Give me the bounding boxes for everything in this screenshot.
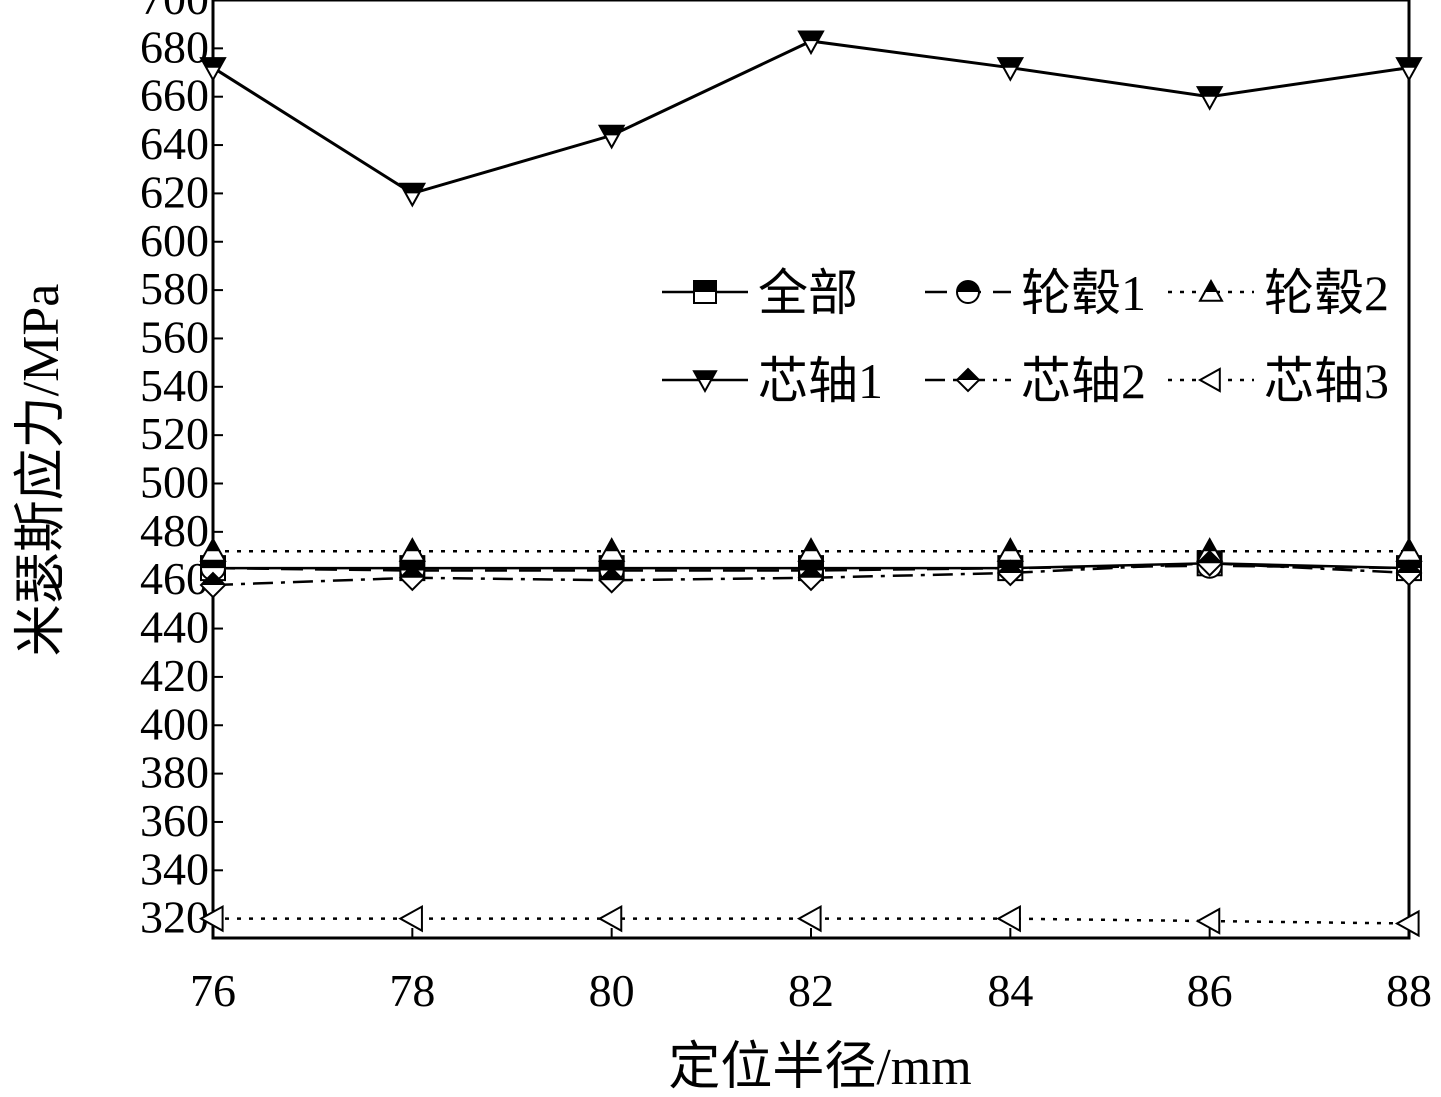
x-tick-label: 78 [389,965,435,1016]
marker-triangle-left [398,904,423,933]
marker-triangle-down-fill [599,125,624,136]
x-tick-label: 88 [1386,965,1432,1016]
marker-triangle-down-fill [400,183,425,194]
marker-triangle-left [1197,367,1221,393]
plot-frame [211,0,1411,940]
x-tick-label: 82 [788,965,834,1016]
legend-label: 芯轴1 [758,353,883,409]
y-tick-label: 580 [140,263,209,314]
marker-triangle-left [198,904,224,933]
series-layer [198,30,1423,938]
legend-item: 芯轴2 [925,353,1146,409]
y-tick-label: 420 [140,650,209,701]
y-axis: 3203403603804004204404604805005205405605… [140,0,223,943]
legend-item: 轮毂2 [1168,265,1389,321]
legend-label: 轮毂2 [1264,265,1389,321]
y-tick-label: 400 [140,698,209,749]
marker-triangle-up-fill [405,539,419,552]
x-tick-label: 80 [589,965,635,1016]
marker-diamond-fill [400,565,425,578]
legend-item: 芯轴1 [662,353,883,409]
marker-triangle-left [1195,907,1221,935]
y-tick-label: 700 [140,0,209,24]
y-tick-label: 680 [140,21,209,72]
marker-triangle-down-fill [1397,58,1421,68]
x-tick-label: 84 [987,965,1033,1016]
legend-item: 轮毂1 [925,265,1146,321]
marker-circle-fill [957,281,979,292]
legend-item: 全部 [662,265,858,321]
marker-triangle-left [1394,909,1420,938]
y-tick-label: 460 [140,553,209,604]
series-line [212,39,1410,196]
marker-diamond-fill [1397,560,1421,573]
legend: 全部 轮毂1 轮毂2 芯轴1 芯轴2 芯轴3 [662,265,1389,409]
y-tick-label: 320 [140,892,209,943]
marker-triangle-up-fill [804,539,818,552]
marker-triangle-down-fill [201,58,225,68]
marker-triangle-up-fill [605,539,619,552]
marker-triangle-up-fill [1204,281,1218,292]
legend-label: 芯轴2 [1021,353,1146,409]
marker-triangle-left [996,904,1021,933]
y-tick-label: 380 [140,747,209,798]
y-tick-label: 340 [140,843,209,894]
x-tick-label: 86 [1187,965,1233,1016]
x-axis: 76 78 80 82 84 86 88 [190,928,1432,1016]
y-tick-label: 500 [140,457,209,508]
y-tick-label: 600 [140,215,209,266]
marker-triangle-left [796,904,822,933]
marker-triangle-down-fill [799,31,823,42]
series-芯轴1 [199,30,1423,208]
legend-label: 全部 [758,265,858,321]
marker-diamond-fill [998,560,1023,573]
y-tick-label: 660 [140,70,209,121]
legend-label: 轮毂1 [1021,265,1146,321]
marker-triangle-down-fill [1197,87,1222,97]
marker-diamond-fill [1197,551,1222,564]
marker-triangle-down-fill [694,371,716,380]
x-tick-label: 76 [190,965,236,1016]
y-tick-label: 560 [140,311,209,362]
series-轮毂2 [199,537,1423,562]
marker-triangle-up-fill [1003,539,1017,552]
marker-square-fill [694,281,716,292]
marker-triangle-left [597,904,623,933]
y-tick-label: 480 [140,505,209,556]
marker-triangle-down-fill [998,58,1023,68]
marker-diamond-fill [799,565,823,578]
y-tick-label: 540 [140,360,209,411]
marker-triangle-up-fill [1402,539,1416,552]
y-tick-label: 640 [140,118,209,169]
y-tick-label: 360 [140,795,209,846]
marker-triangle-up-fill [1203,539,1217,552]
legend-label: 芯轴3 [1264,353,1389,409]
series-芯轴3 [198,904,1420,938]
x-axis-title: 定位半径/mm [668,1039,971,1096]
y-tick-label: 440 [140,602,209,653]
series-芯轴2 [199,549,1423,599]
legend-item: 芯轴3 [1168,353,1389,409]
marker-diamond-fill [599,568,624,581]
y-tick-label: 520 [140,408,209,459]
marker-diamond-fill [201,573,225,586]
marker-triangle-up-fill [206,539,220,552]
y-tick-label: 620 [140,166,209,217]
y-axis-title: 米瑟斯应力/MPa [13,284,70,657]
marker-diamond-fill [957,369,979,380]
